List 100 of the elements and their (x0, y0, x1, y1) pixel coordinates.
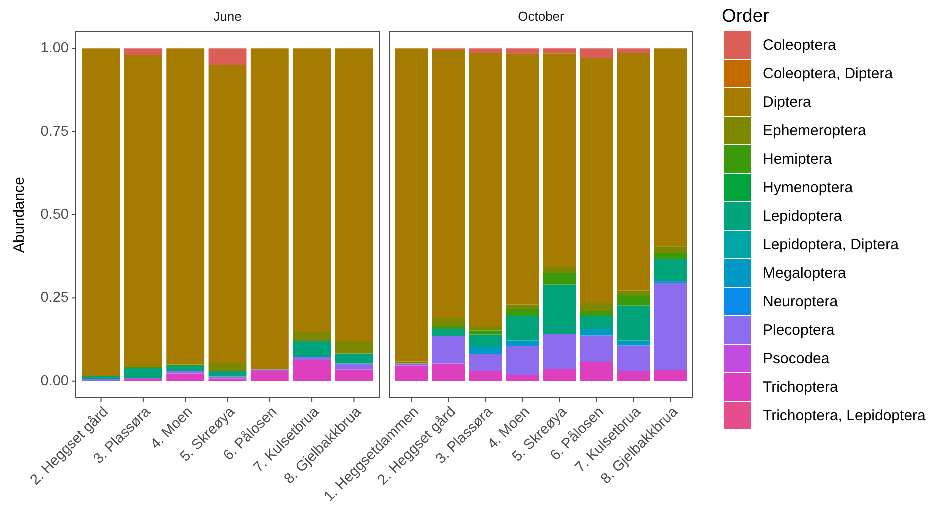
chart-title: October (518, 9, 566, 24)
legend-label: Trichoptera (763, 378, 839, 396)
bar (250, 48, 289, 370)
bar (469, 334, 502, 348)
bar (395, 366, 428, 382)
bar (580, 329, 614, 336)
bar (580, 362, 614, 382)
bar (469, 326, 502, 331)
bar (395, 48, 428, 362)
legend-label: Coleoptera (763, 36, 838, 54)
bar (293, 332, 332, 342)
bar (82, 376, 120, 380)
legend-label: Diptera (763, 94, 812, 111)
bar (335, 48, 374, 342)
bar (432, 50, 466, 318)
bar (335, 370, 374, 382)
bar (543, 369, 576, 382)
bar (208, 65, 247, 364)
bar (293, 360, 332, 382)
bar (617, 306, 650, 341)
bar (654, 370, 688, 382)
bar (469, 371, 502, 382)
bar (617, 53, 650, 291)
bar (335, 341, 374, 354)
bar (617, 371, 650, 382)
chart-title: June (214, 9, 242, 24)
bar (654, 246, 688, 254)
bar (208, 371, 247, 377)
bar (543, 273, 576, 285)
bar (293, 48, 332, 332)
bar (543, 334, 576, 370)
bar (82, 48, 120, 376)
bar (250, 371, 289, 382)
bar (617, 346, 650, 372)
bar (543, 54, 576, 268)
bar (506, 54, 540, 305)
bar (166, 374, 205, 382)
bar (124, 55, 162, 368)
bar (166, 48, 205, 365)
bar (432, 318, 466, 326)
bar (654, 253, 688, 260)
bar (432, 336, 466, 364)
bar (293, 357, 332, 360)
bar (580, 336, 614, 362)
bar (654, 48, 688, 247)
bar (617, 48, 650, 54)
bar (506, 346, 540, 376)
legend-label: Megaloptera (763, 264, 848, 282)
legend-label: Hemiptera (763, 150, 833, 168)
legend-label: Trichoptera, Lepidoptera (763, 407, 927, 424)
y-tick-label: 0.75 (40, 124, 69, 140)
y-tick-label: 1.00 (40, 40, 69, 57)
legend-label: Lepidoptera (763, 208, 843, 225)
bar (617, 340, 650, 346)
bar (543, 48, 576, 54)
bar (506, 375, 540, 382)
bar (208, 363, 247, 372)
bar (335, 364, 374, 370)
legend-label: Plecoptera (763, 322, 836, 339)
bar (654, 283, 688, 370)
bar (580, 316, 614, 330)
bar (506, 48, 540, 54)
bar (506, 309, 540, 316)
bar (506, 316, 540, 341)
bar (432, 329, 466, 336)
y-tick-label: 0.00 (40, 373, 69, 390)
legend-title: Order (722, 5, 770, 26)
bar (208, 48, 247, 66)
legend-label: Psocodea (763, 350, 830, 368)
bar (580, 311, 614, 316)
bar (469, 354, 502, 372)
bar (469, 53, 502, 326)
bar (543, 284, 576, 334)
bar (469, 48, 502, 54)
bar (580, 58, 614, 304)
bar (166, 366, 205, 372)
bar (432, 326, 466, 330)
bar (124, 368, 162, 378)
legend-label: Ephemeroptera (763, 122, 868, 140)
y-tick-label: 0.50 (40, 207, 69, 223)
bar (469, 347, 502, 354)
y-tick-label: 0.25 (40, 290, 69, 306)
bar (506, 340, 540, 346)
bar (654, 259, 688, 282)
bar (293, 341, 332, 358)
bar (580, 48, 614, 58)
bar (580, 303, 614, 312)
bar (208, 378, 247, 382)
legend-label: Coleoptera, Diptera (763, 65, 894, 82)
legend-label: Neuroptera (763, 293, 839, 310)
y-axis-title: Abundance (11, 177, 28, 253)
bar (335, 354, 374, 364)
bar (617, 296, 650, 306)
bar (124, 48, 162, 56)
bar (432, 364, 466, 382)
legend-label: Hymenoptera (763, 179, 854, 196)
bar (469, 330, 502, 335)
legend-label: Lepidoptera, Diptera (763, 236, 900, 254)
bar (543, 267, 576, 274)
bar (617, 290, 650, 296)
